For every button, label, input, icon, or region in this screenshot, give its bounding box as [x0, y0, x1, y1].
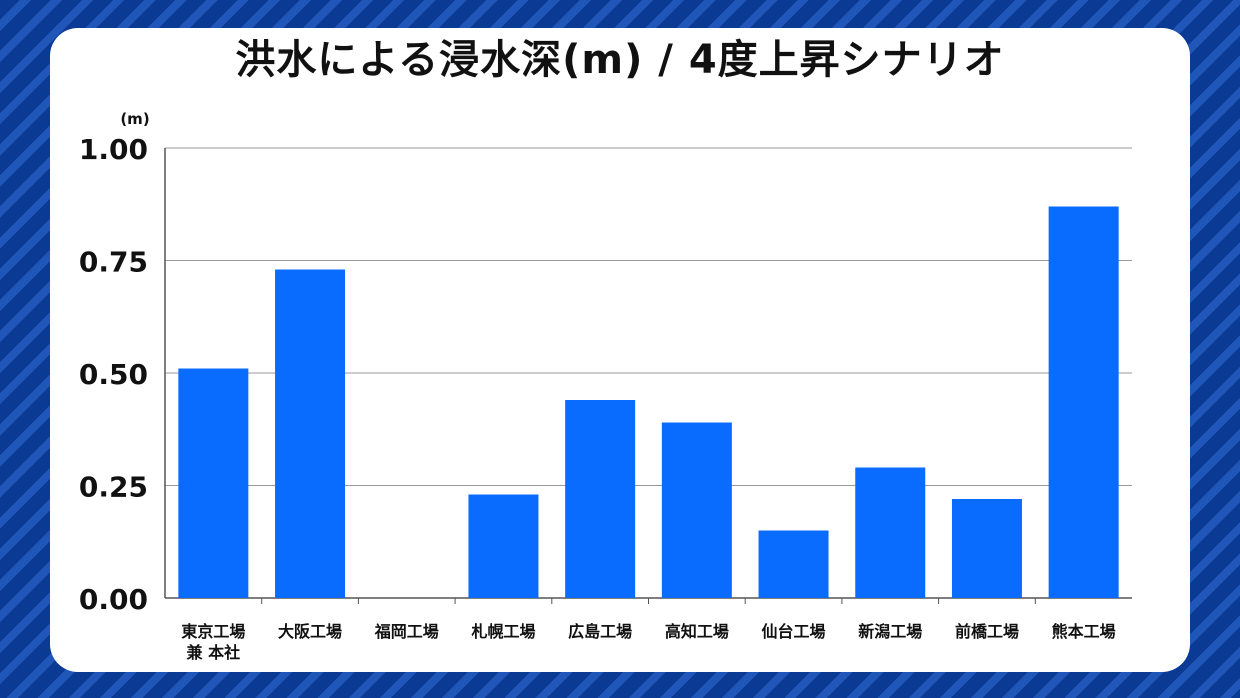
x-category-label: 高知工場	[665, 622, 729, 641]
chart-title: 洪水による浸水深(m) / 4度上昇シナリオ	[235, 37, 1005, 83]
x-category-label: 熊本工場	[1052, 622, 1116, 641]
x-category-label: 新潟工場	[858, 622, 922, 641]
bar	[468, 494, 539, 598]
y-tick-label: 0.25	[79, 471, 148, 504]
bar	[178, 368, 249, 598]
bar	[661, 422, 732, 598]
y-tick-label: 0.50	[79, 358, 148, 391]
bar	[855, 467, 926, 598]
y-unit-label: (m)	[120, 110, 149, 128]
bar	[565, 400, 636, 598]
x-category-label: 大阪工場	[278, 622, 342, 641]
bar	[275, 269, 346, 598]
bar	[758, 530, 829, 598]
x-category-label: 札幌工場	[470, 622, 535, 641]
x-category-label: 福岡工場	[374, 622, 439, 641]
x-category-label: 東京工場	[181, 622, 245, 641]
bar	[951, 499, 1022, 598]
x-category-label: 前橋工場	[955, 622, 1019, 641]
y-tick-label: 1.00	[79, 133, 148, 166]
bar	[1048, 206, 1119, 598]
y-tick-label: 0.00	[79, 583, 148, 616]
bars	[178, 206, 1119, 598]
x-category-label: 兼 本社	[187, 643, 241, 662]
x-category-label: 仙台工場	[762, 622, 826, 641]
x-category-label: 広島工場	[568, 622, 632, 641]
y-tick-label: 0.75	[79, 246, 148, 279]
